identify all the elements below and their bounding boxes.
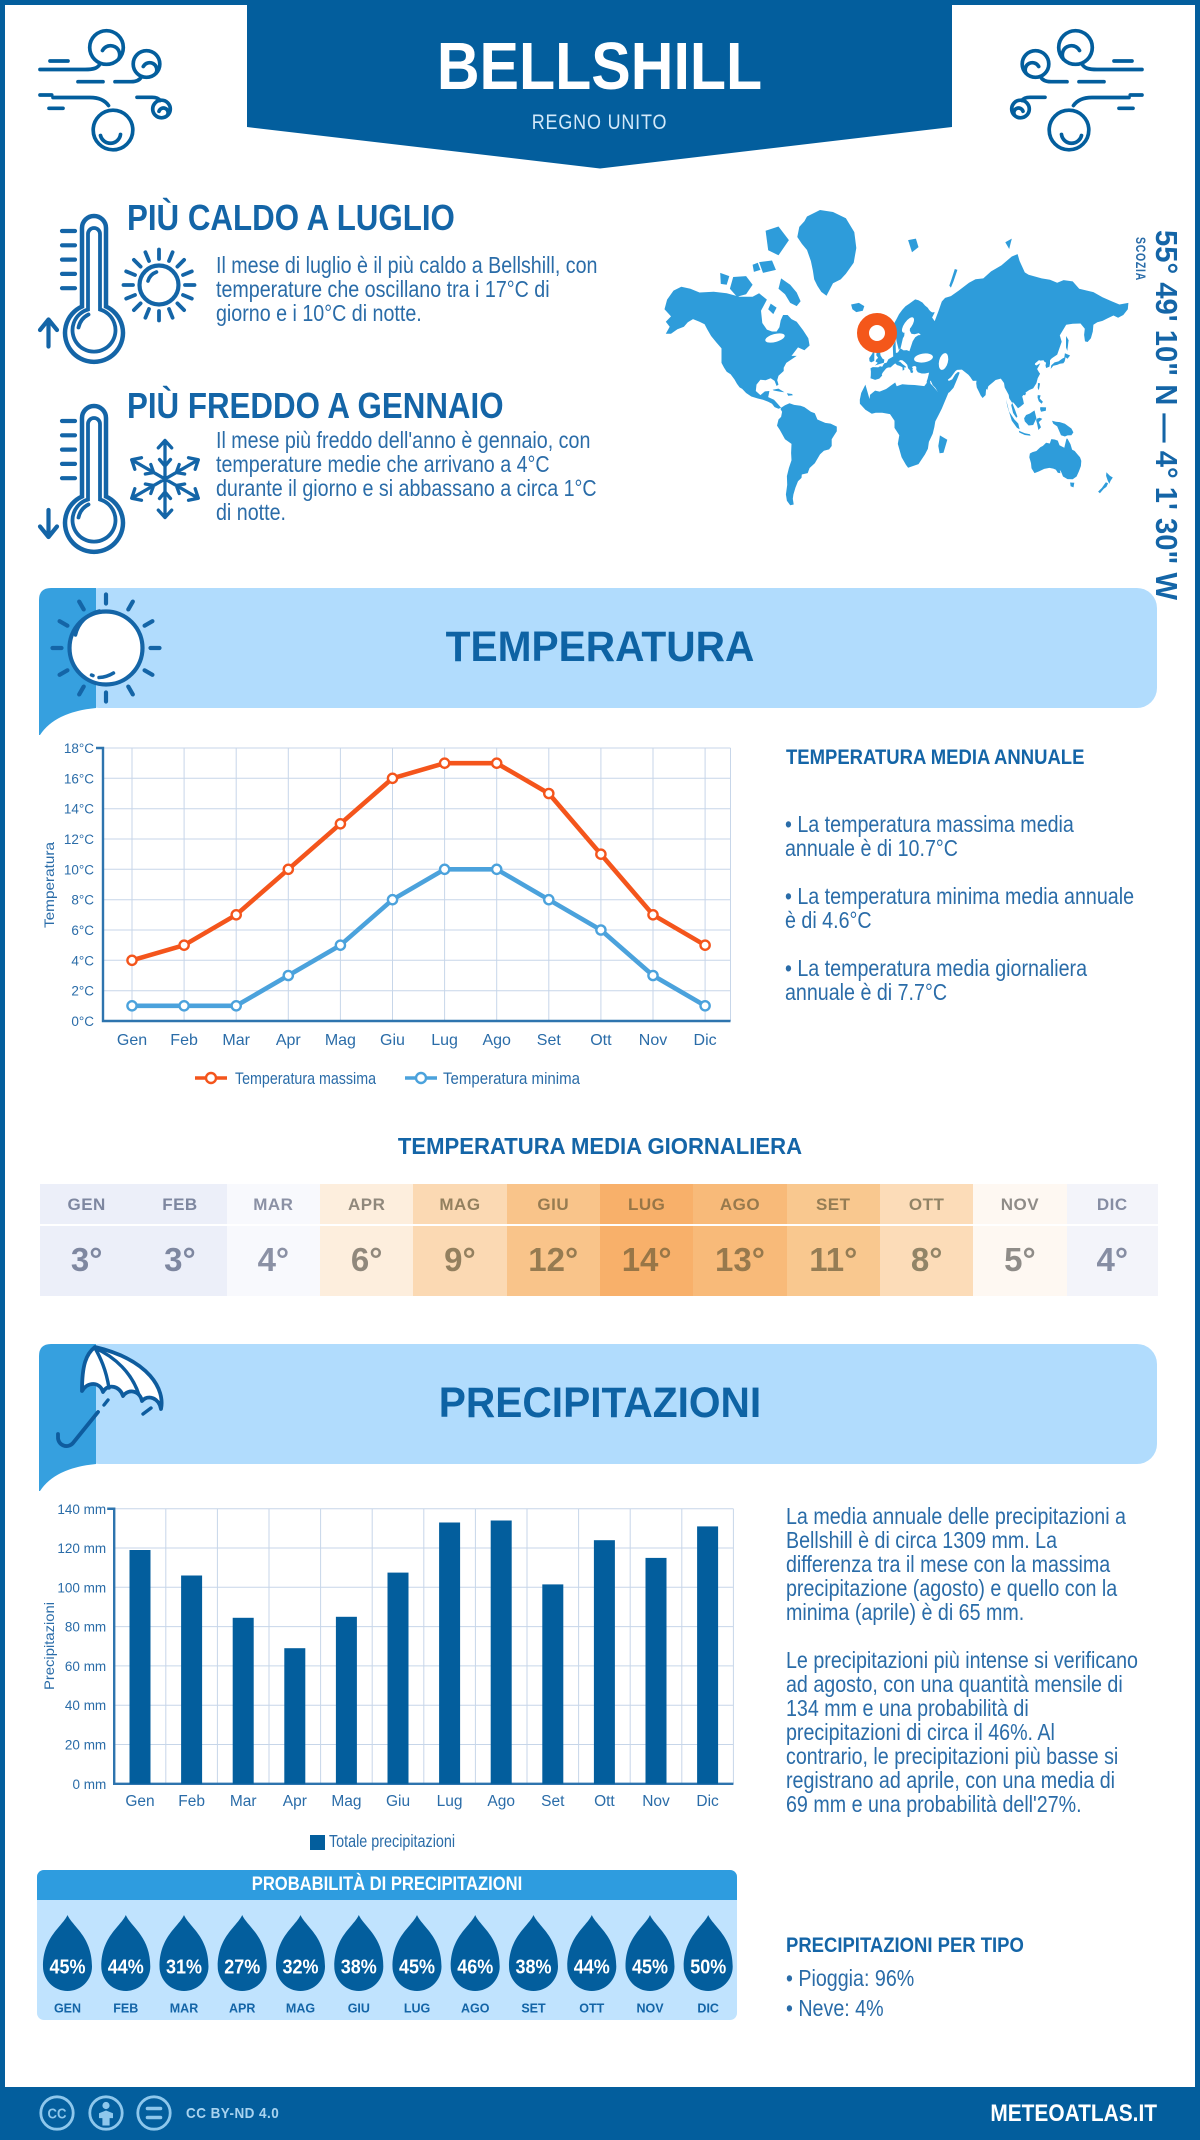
svg-text:Giu: Giu (386, 1793, 410, 1810)
svg-text:GIU: GIU (348, 2002, 370, 2016)
svg-text:0 mm: 0 mm (72, 1777, 106, 1792)
svg-text:NOV: NOV (636, 2002, 664, 2016)
svg-text:46%: 46% (457, 1957, 493, 1979)
svg-text:CC: CC (48, 2107, 67, 2123)
svg-text:SCOZIA: SCOZIA (1133, 237, 1149, 281)
svg-text:100 mm: 100 mm (57, 1580, 106, 1595)
svg-text:Apr: Apr (276, 1032, 302, 1049)
svg-text:40 mm: 40 mm (65, 1698, 106, 1713)
svg-text:0°C: 0°C (71, 1014, 94, 1029)
svg-text:Mar: Mar (230, 1793, 257, 1810)
svg-text:27%: 27% (224, 1957, 260, 1979)
svg-text:OTT: OTT (579, 2002, 604, 2016)
svg-text:44%: 44% (574, 1957, 610, 1979)
svg-text:Dic: Dic (696, 1793, 719, 1810)
svg-text:SET: SET (521, 2002, 546, 2016)
svg-text:45%: 45% (50, 1957, 86, 1979)
svg-text:Lug: Lug (437, 1793, 463, 1810)
svg-text:Giu: Giu (380, 1032, 405, 1049)
svg-text:Feb: Feb (178, 1793, 205, 1810)
svg-text:Temperatura massima: Temperatura massima (235, 1069, 376, 1088)
svg-text:Nov: Nov (642, 1793, 670, 1810)
svg-text:Apr: Apr (283, 1793, 307, 1810)
svg-text:Mar: Mar (222, 1032, 250, 1049)
svg-text:LUG: LUG (404, 2002, 430, 2016)
svg-text:Set: Set (537, 1032, 562, 1049)
svg-text:20 mm: 20 mm (65, 1738, 106, 1753)
svg-text:Lug: Lug (431, 1032, 458, 1049)
svg-text:44%: 44% (108, 1957, 144, 1979)
svg-text:140 mm: 140 mm (57, 1502, 106, 1517)
svg-text:4°C: 4°C (71, 953, 94, 968)
svg-text:38%: 38% (516, 1957, 552, 1979)
svg-text:Ott: Ott (594, 1793, 615, 1810)
svg-text:Ago: Ago (487, 1793, 515, 1810)
svg-text:32%: 32% (283, 1957, 319, 1979)
svg-text:Temperatura minima: Temperatura minima (443, 1069, 580, 1088)
svg-text:Mag: Mag (325, 1032, 356, 1049)
svg-text:Nov: Nov (639, 1032, 667, 1049)
svg-text:Precipitazioni: Precipitazioni (41, 1602, 57, 1690)
svg-text:45%: 45% (632, 1957, 668, 1979)
svg-text:GEN: GEN (54, 2002, 81, 2016)
svg-text:Feb: Feb (170, 1032, 198, 1049)
svg-text:18°C: 18°C (64, 741, 94, 756)
svg-text:38%: 38% (341, 1957, 377, 1979)
svg-text:Mag: Mag (331, 1793, 361, 1810)
svg-text:14°C: 14°C (64, 802, 94, 817)
svg-text:6°C: 6°C (71, 923, 94, 938)
svg-text:APR: APR (229, 2002, 255, 2016)
svg-text:Dic: Dic (694, 1032, 717, 1049)
svg-text:80 mm: 80 mm (65, 1620, 106, 1635)
svg-text:50%: 50% (690, 1957, 726, 1979)
svg-text:DIC: DIC (697, 2002, 719, 2016)
svg-text:Ago: Ago (482, 1032, 511, 1049)
svg-text:AGO: AGO (461, 2002, 490, 2016)
svg-text:60 mm: 60 mm (65, 1659, 106, 1674)
svg-text:12°C: 12°C (64, 832, 94, 847)
svg-text:Temperatura: Temperatura (41, 842, 57, 928)
svg-text:MAR: MAR (170, 2002, 198, 2016)
svg-text:45%: 45% (399, 1957, 435, 1979)
svg-text:MAG: MAG (286, 2002, 315, 2016)
svg-text:8°C: 8°C (71, 893, 94, 908)
svg-text:10°C: 10°C (64, 862, 94, 877)
svg-text:Gen: Gen (117, 1032, 147, 1049)
svg-text:Set: Set (541, 1793, 565, 1810)
svg-text:2°C: 2°C (71, 984, 94, 999)
svg-text:31%: 31% (166, 1957, 202, 1979)
svg-text:120 mm: 120 mm (57, 1541, 106, 1556)
svg-text:16°C: 16°C (64, 771, 94, 786)
svg-text:Ott: Ott (590, 1032, 612, 1049)
svg-text:Gen: Gen (125, 1793, 154, 1810)
svg-text:FEB: FEB (113, 2002, 138, 2016)
svg-text:55° 49' 10" N — 4° 1' 30" W: 55° 49' 10" N — 4° 1' 30" W (1149, 230, 1184, 601)
